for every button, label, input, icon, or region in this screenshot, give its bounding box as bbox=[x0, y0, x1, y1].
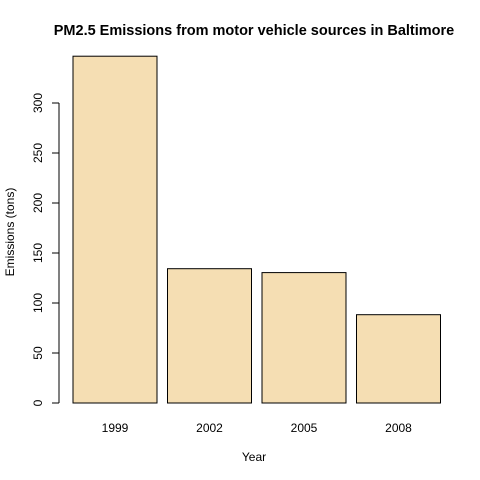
y-tick-label: 0 bbox=[31, 399, 45, 406]
x-tick-labels: 1999 2002 2005 2008 bbox=[102, 421, 413, 435]
y-tick-label: 300 bbox=[31, 93, 45, 113]
bars-group bbox=[72, 55, 441, 404]
bar-2008 bbox=[356, 314, 441, 404]
y-tick-label: 200 bbox=[31, 193, 45, 213]
chart-title: PM2.5 Emissions from motor vehicle sourc… bbox=[54, 23, 455, 39]
y-axis: 0 50 100 150 200 250 300 bbox=[31, 93, 60, 406]
bar-2002 bbox=[167, 268, 252, 404]
y-tick-label: 150 bbox=[31, 243, 45, 263]
y-tick-label: 250 bbox=[31, 143, 45, 163]
x-axis-label: Year bbox=[242, 450, 266, 464]
x-tick-label-2002: 2002 bbox=[196, 421, 223, 435]
y-tick-label: 100 bbox=[31, 293, 45, 313]
y-axis-label: Emissions (tons) bbox=[3, 188, 17, 277]
x-tick-label-2005: 2005 bbox=[291, 421, 318, 435]
bar-1999 bbox=[72, 55, 158, 404]
x-tick-label-2008: 2008 bbox=[385, 421, 412, 435]
y-tick-label: 50 bbox=[31, 346, 45, 360]
bar-2005 bbox=[261, 272, 347, 404]
x-tick-label-1999: 1999 bbox=[102, 421, 129, 435]
